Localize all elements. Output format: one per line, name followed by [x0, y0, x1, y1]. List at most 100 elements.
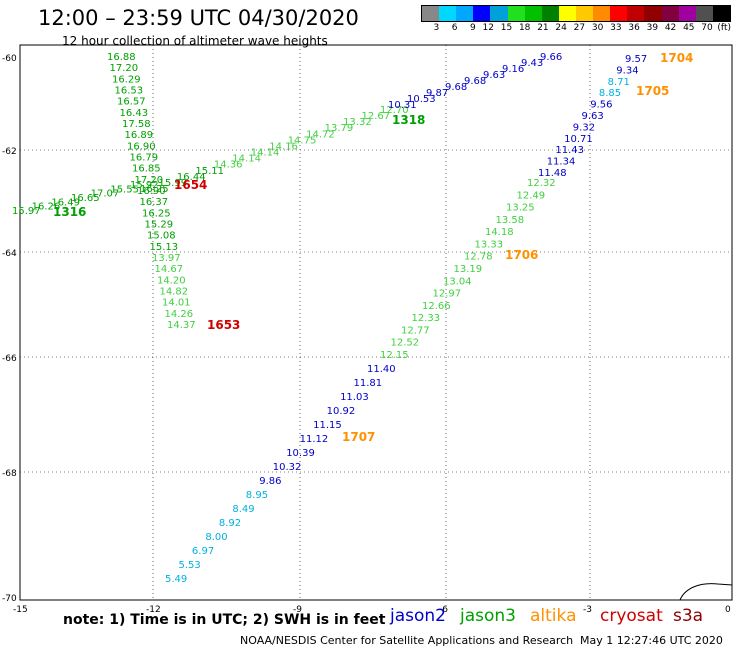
scale-swatch	[524, 6, 542, 21]
scale-label: 70	[701, 23, 713, 33]
credit-line: NOAA/NESDIS Center for Satellite Applica…	[240, 634, 574, 647]
wave-height-value: 10.71	[564, 134, 593, 145]
scale-swatch	[490, 6, 508, 21]
scale-swatch	[661, 6, 679, 21]
scale-swatch	[610, 6, 628, 21]
lat-label: -62	[2, 147, 17, 157]
wave-height-value: 8.95	[246, 490, 268, 501]
wave-height-value: 13.58	[496, 215, 525, 226]
wave-height-value: 14.01	[162, 298, 191, 309]
wave-height-value: 12.32	[527, 178, 556, 189]
lat-label: -70	[2, 594, 17, 604]
wave-height-value: 9.56	[590, 100, 612, 111]
scale-swatch	[558, 6, 576, 21]
scale-swatch	[627, 6, 645, 21]
map-title: 12:00 – 23:59 UTC 04/30/2020	[38, 6, 359, 30]
wave-height-value: 15.11	[195, 166, 224, 177]
pass-label-1653: 1653	[207, 318, 240, 332]
scale-label: 42	[664, 23, 677, 33]
lon-label: 0	[725, 605, 731, 615]
wave-height-value: 14.16	[269, 141, 298, 152]
scale-swatch	[473, 6, 491, 21]
scale-label: 9	[469, 23, 476, 33]
wave-height-value: 9.87	[426, 88, 448, 99]
wave-height-value: 15.13	[150, 242, 179, 253]
scale-label: 30	[591, 23, 604, 33]
wave-height-value: 16.90	[127, 141, 156, 152]
wave-height-value: 10.53	[407, 94, 436, 105]
wave-height-value: 14.20	[157, 275, 186, 286]
wave-height-value: 14.75	[288, 135, 317, 146]
legend-jason2: jason2	[390, 606, 446, 626]
scale-label: 18	[518, 23, 531, 33]
wave-height-value: 14.37	[167, 320, 196, 331]
wave-height-value: 13.32	[343, 117, 372, 128]
wave-height-value: 15.99	[158, 178, 187, 189]
scale-swatch	[695, 6, 713, 21]
pass-label-1316: 1316	[53, 205, 86, 219]
wave-height-value: 12.97	[433, 289, 462, 300]
wave-height-value: 12.67	[362, 111, 391, 122]
wave-height-value: 9.32	[573, 122, 595, 133]
wave-height-value: 11.81	[354, 378, 383, 389]
wave-height-value: 15.55	[110, 184, 139, 195]
wave-height-value: 15.29	[145, 220, 174, 231]
wave-height-value: 13.25	[506, 203, 535, 214]
scale-swatch	[422, 6, 440, 21]
lat-label: -60	[2, 54, 17, 64]
lon-label: -15	[13, 605, 28, 615]
wave-height-value: 9.57	[625, 54, 647, 65]
wave-height-value: 11.48	[538, 168, 567, 179]
wave-height-value: 16.26	[32, 202, 61, 213]
wave-height-value: 12.70	[380, 105, 409, 116]
wave-height-value: 16.53	[115, 86, 144, 97]
wave-height-value: 16.44	[177, 172, 206, 183]
wave-height-value: 12.33	[412, 313, 441, 324]
legend-cryosat: cryosat	[600, 606, 663, 626]
legend-altika: altika	[530, 606, 577, 626]
lon-label: -12	[146, 605, 161, 615]
scale-swatch	[439, 6, 457, 21]
wave-height-value: 11.12	[300, 434, 329, 445]
wave-height-value: 14.67	[155, 264, 184, 275]
wave-height-value: 16.43	[120, 108, 149, 119]
wave-height-value: 5.49	[165, 574, 187, 585]
wave-height-value: 10.92	[327, 406, 356, 417]
wave-height-value: 16.89	[125, 130, 154, 141]
wave-height-value: 14.82	[160, 287, 189, 298]
scale-label: 24	[555, 23, 567, 33]
color-scale-swatches	[421, 5, 731, 22]
wave-height-value: 10.32	[273, 462, 302, 473]
wave-height-value: 15.97	[12, 206, 41, 217]
wave-height-value: 16.65	[71, 193, 100, 204]
scale-swatch	[678, 6, 696, 21]
wave-height-value: 13.19	[454, 264, 483, 275]
wave-height-value: 8.49	[232, 504, 254, 515]
lat-label: -64	[2, 249, 17, 259]
pass-label-1704: 1704	[660, 51, 693, 65]
legend-jason3: jason3	[460, 606, 516, 626]
lat-label: -68	[2, 469, 17, 479]
wave-height-value: 17.07	[91, 189, 120, 200]
wave-height-value: 14.18	[485, 227, 514, 238]
wave-height-value: 8.00	[205, 532, 227, 543]
wave-height-value: 14.26	[165, 309, 194, 320]
scale-label: 12	[482, 23, 494, 33]
wave-height-value: 16.88	[107, 52, 136, 63]
lon-label: -6	[439, 605, 448, 615]
wave-height-value: 17.20	[110, 63, 139, 74]
wave-height-value: 17.58	[122, 119, 151, 130]
wave-height-value: 9.16	[502, 64, 524, 75]
wave-height-value: 16.29	[112, 74, 141, 85]
wave-height-value: 12.78	[464, 252, 493, 263]
wave-height-value: 16.37	[140, 197, 169, 208]
scale-swatch	[541, 6, 559, 21]
lat-label: -66	[2, 354, 17, 364]
wave-height-value: 9.43	[521, 58, 543, 69]
color-scale: 3 6 9 12 15 18 21 24 27 30 33 36 39 42 45 70 (ft)	[421, 5, 731, 33]
wave-height-value: 9.68	[445, 82, 467, 93]
wave-height-value: 6.97	[192, 546, 214, 557]
wave-height-value: 9.63	[582, 111, 604, 122]
wave-height-value: 14.14	[232, 154, 261, 165]
